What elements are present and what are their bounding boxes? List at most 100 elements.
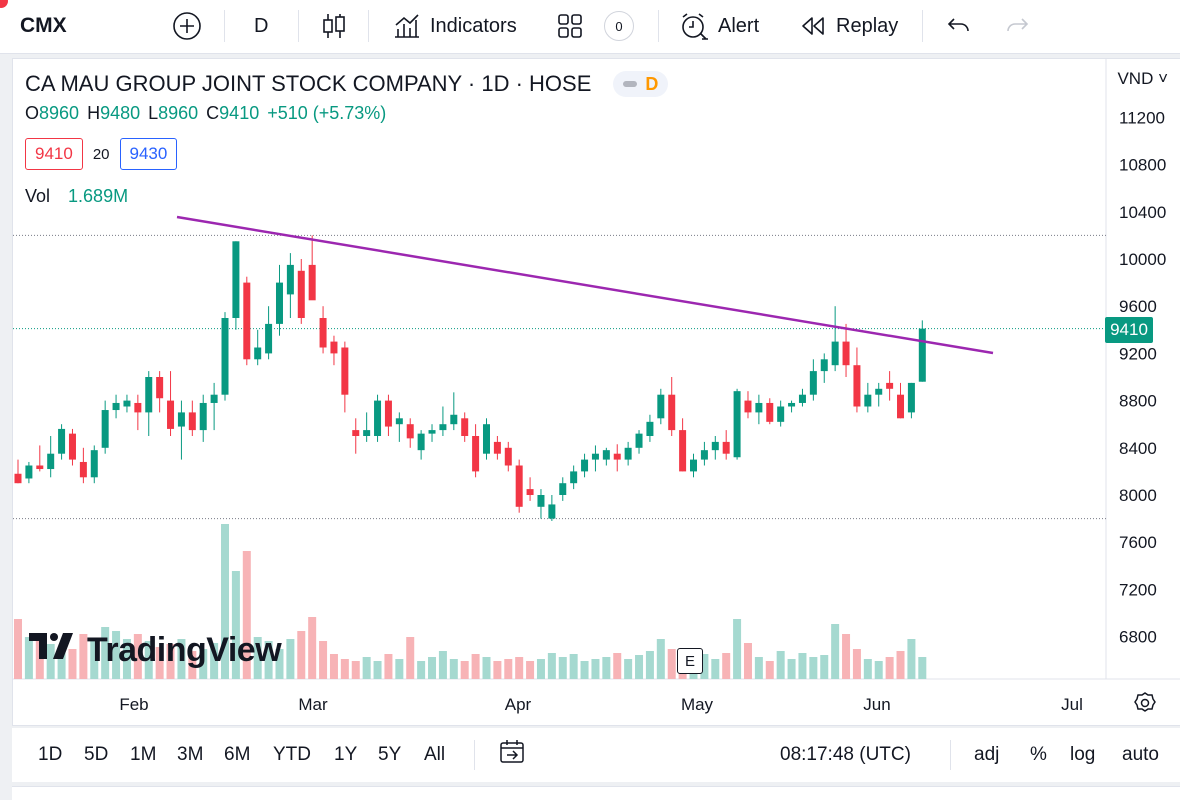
candle-body [254, 347, 262, 360]
range-ytd[interactable]: YTD [273, 728, 311, 782]
percent-toggle[interactable]: % [1030, 728, 1047, 782]
last-price-tag: 9410 [1105, 317, 1153, 343]
candle-body [177, 412, 185, 427]
ohlc-row: O8960 H9480 L8960 C9410 +510 (+5.73%) [25, 103, 668, 124]
candle-body [352, 430, 360, 436]
log-label: log [1070, 744, 1096, 765]
interval-button[interactable]: D [254, 0, 268, 52]
volume-bar [384, 654, 393, 679]
top-toolbar: CMX D Indicators 0 [0, 0, 1180, 54]
volume-bar [624, 659, 633, 679]
range-all[interactable]: All [424, 728, 445, 782]
volume-bar [199, 649, 208, 679]
candle-body [657, 394, 665, 419]
adjust-toggle[interactable]: adj [974, 728, 999, 782]
volume-bar [733, 619, 742, 679]
layouts-button[interactable] [556, 0, 584, 52]
log-toggle[interactable]: log [1070, 728, 1095, 782]
range-5y[interactable]: 5Y [378, 728, 401, 782]
toolbar-divider [922, 10, 923, 42]
range-1d[interactable]: 1D [38, 728, 62, 782]
candle-body [570, 471, 578, 484]
volume-bar [231, 571, 240, 679]
currency-selector[interactable]: VND ˅ [1117, 69, 1168, 89]
candle-body [167, 400, 175, 429]
volume-bar [569, 654, 578, 679]
clock[interactable]: 08:17:48 (UTC) [780, 728, 911, 782]
volume-bar [896, 651, 905, 679]
volume-bar [820, 655, 829, 679]
candle-body [755, 402, 763, 413]
range-1y[interactable]: 1Y [334, 728, 357, 782]
volume-bar [351, 661, 360, 679]
earnings-marker[interactable]: E [677, 648, 703, 674]
volume-bar [417, 661, 426, 679]
chart-type-button[interactable] [320, 0, 348, 52]
volume-label: Vol [25, 186, 51, 206]
replay-button[interactable]: Replay [800, 0, 898, 52]
candle-body [515, 465, 523, 507]
volume-bar [221, 524, 230, 679]
candle-body [330, 341, 338, 354]
earnings-label: E [684, 652, 695, 670]
volume-group [14, 524, 927, 679]
redo-button[interactable] [1004, 0, 1030, 52]
chart-pane[interactable]: 6800 7200 7600 8000 8400 8800 9200 9600 10000 104… [12, 58, 1180, 726]
range-1m[interactable]: 1M [130, 728, 156, 782]
volume-bar [395, 659, 404, 679]
go-to-date-button[interactable] [498, 728, 526, 782]
candle-body [134, 402, 142, 413]
candle-body [907, 382, 915, 413]
candle-body [548, 504, 556, 519]
market-status-pill[interactable]: D [613, 71, 669, 97]
candle-body [733, 391, 741, 458]
volume-bar [613, 653, 622, 679]
candle-body [428, 430, 436, 434]
buy-price-button[interactable]: 9430 [119, 138, 178, 170]
volume-bar [504, 659, 513, 679]
open-label: O [25, 103, 40, 123]
alarm-clock-icon [678, 11, 710, 41]
volume-bar [852, 649, 861, 679]
candle-body [820, 359, 828, 372]
indicators-button[interactable]: Indicators [392, 0, 517, 52]
candle-body [613, 453, 621, 460]
auto-toggle[interactable]: auto [1122, 728, 1159, 782]
volume-bar [35, 641, 44, 679]
candle-body [526, 489, 534, 495]
tradingview-logo[interactable]: TradingView [29, 631, 282, 670]
undo-button[interactable] [946, 0, 972, 52]
grid-icon [556, 12, 584, 40]
price-tick-label: 9200 [1119, 344, 1157, 363]
symbol-search[interactable]: CMX [20, 0, 67, 52]
chart-canvas[interactable]: 6800 7200 7600 8000 8400 8800 9200 9600 10000 104… [13, 59, 1180, 727]
range-6m[interactable]: 6M [224, 728, 250, 782]
chart-settings-button[interactable] [1133, 691, 1157, 720]
toolbar-divider [298, 10, 299, 42]
compare-symbol-button[interactable] [172, 0, 202, 52]
candle-body [853, 365, 861, 407]
count-badge: 0 [604, 11, 634, 41]
sell-price-button[interactable]: 9410 [25, 138, 83, 170]
volume-bar [809, 657, 818, 679]
last-price-label: 9410 [1110, 320, 1148, 339]
volume-bar [798, 653, 807, 679]
range-5d[interactable]: 5D [84, 728, 108, 782]
bottom-divider [950, 740, 951, 770]
candle-body [864, 394, 872, 407]
volume-bar [547, 653, 556, 679]
interval-label: D [254, 14, 269, 37]
alert-button[interactable]: Alert [678, 0, 759, 52]
volume-bar [482, 657, 491, 679]
notification-dot [0, 0, 12, 52]
low-label: L [148, 103, 159, 123]
adj-label: adj [974, 744, 1000, 765]
range-3m[interactable]: 3M [177, 728, 203, 782]
volume-bar [460, 661, 469, 679]
candle-body [112, 402, 120, 411]
candle-body [788, 402, 796, 407]
layouts-count[interactable]: 0 [604, 0, 634, 52]
volume-bar [885, 657, 894, 679]
volume-bar [112, 631, 121, 679]
candle-body [58, 428, 66, 454]
